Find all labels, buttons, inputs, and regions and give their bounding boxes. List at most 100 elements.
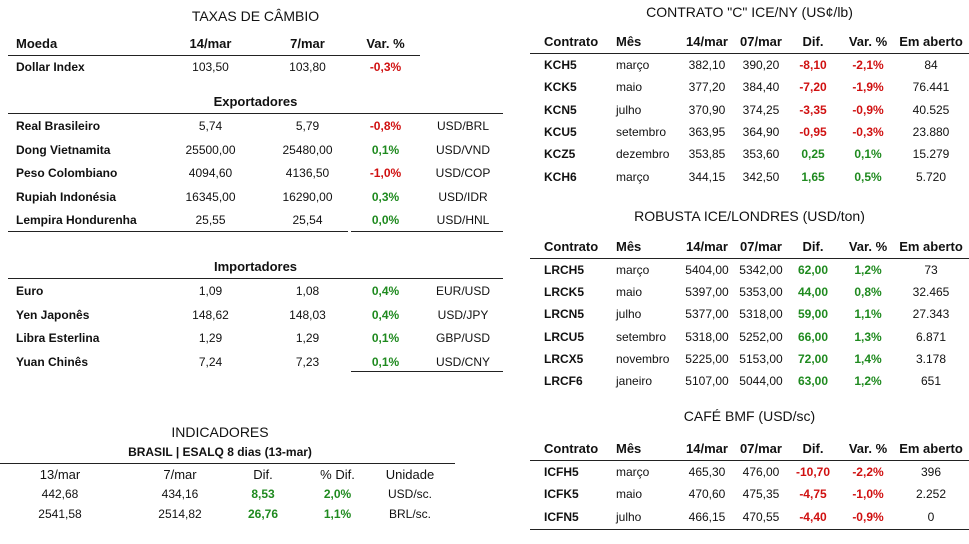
value-14mar: 5225,00 xyxy=(685,351,729,366)
exportadores-rule xyxy=(8,113,503,114)
difference: 44,00 xyxy=(797,285,829,300)
importadore-row: Yuan Chinês 7,24 7,23 0,1% USD/CNY xyxy=(8,351,503,373)
currency-pair: EUR/USD xyxy=(435,284,490,298)
variation: 1,1% xyxy=(854,307,882,322)
cafe-bmf-rule xyxy=(530,460,969,461)
variation: 0,4% xyxy=(371,284,400,298)
col-variation: Var. % xyxy=(848,34,888,49)
variation: 0,4% xyxy=(371,307,400,322)
contrato-c-title: CONTRATO "C" ICE/NY (US¢/lb) xyxy=(646,4,853,20)
difference: 63,00 xyxy=(797,374,829,388)
col-14mar: 14/mar xyxy=(189,36,232,51)
value-14mar: 5107,00 xyxy=(685,374,729,388)
open-interest: 396 xyxy=(920,465,942,479)
difference: 0,25 xyxy=(801,147,825,162)
ind-col-unit: Unidade xyxy=(385,467,435,482)
dollar-index-row: Dollar Index 103,50 103,80 -0,3% xyxy=(8,56,503,78)
value-14mar: 382,10 xyxy=(688,58,726,72)
ind-col-dif: Dif. xyxy=(253,467,273,482)
col-open-interest: Em aberto xyxy=(899,441,963,456)
open-interest: 3.178 xyxy=(915,351,947,366)
value-14mar: 7,24 xyxy=(198,354,223,369)
col-month: Mês xyxy=(616,239,642,254)
exportadores-bottom-rule xyxy=(8,231,348,232)
robusta-rule xyxy=(530,258,969,259)
open-interest: 27.343 xyxy=(912,307,950,322)
currency-name: Lempira Hondurenha xyxy=(16,213,137,227)
value-07mar: 374,25 xyxy=(742,102,780,117)
contract: KCZ5 xyxy=(544,147,576,162)
difference: -4,75 xyxy=(799,487,827,502)
value-7mar: 148,03 xyxy=(289,307,326,322)
col-value-14mar: 14/mar xyxy=(686,239,728,254)
contrato_c-row: KCH6 março 344,15 342,50 1,65 0,5% 5.720 xyxy=(530,166,969,188)
value-14mar: 1,09 xyxy=(198,284,223,298)
month: setembro xyxy=(616,329,667,344)
cafe-bmf-header: Contrato Mês 14/mar 07/mar Dif. Var. % Em aber… xyxy=(530,438,969,460)
cambio-panel: TAXAS DE CÂMBIO Moeda 14/mar 7/mar Var. … xyxy=(8,0,503,380)
variation: 1,2% xyxy=(854,374,882,388)
exportadores-title: Exportadores xyxy=(213,94,298,109)
difference: -7,20 xyxy=(799,80,827,95)
variation: 0,5% xyxy=(854,169,882,184)
value-14mar: 5,74 xyxy=(198,119,223,133)
variation: 0,1% xyxy=(371,354,400,369)
month: julho xyxy=(616,307,642,322)
open-interest: 76.441 xyxy=(912,80,950,95)
currency-pair: USD/VND xyxy=(435,142,490,157)
value-07mar: 384,40 xyxy=(742,80,780,95)
importadore-row: Libra Esterlina 1,29 1,29 0,1% GBP/USD xyxy=(8,327,503,349)
importadores-rule xyxy=(8,278,503,279)
col-variation: Var. % xyxy=(848,239,888,254)
open-interest: 40.525 xyxy=(912,102,950,117)
value-14mar: 377,20 xyxy=(688,80,726,95)
month: março xyxy=(616,263,650,277)
difference: 59,00 xyxy=(797,307,829,322)
variation: 0,8% xyxy=(854,285,882,300)
robusta-panel: ROBUSTA ICE/LONDRES (USD/ton) Contrato Mê… xyxy=(530,205,969,395)
value-14mar: 5377,00 xyxy=(685,307,729,322)
value-07mar: 5318,00 xyxy=(739,307,783,322)
open-interest: 73 xyxy=(924,263,938,277)
value-14mar: 344,15 xyxy=(688,169,726,184)
contract: LRCH5 xyxy=(544,263,585,277)
difference: 66,00 xyxy=(797,329,829,344)
currency-name: Yuan Chinês xyxy=(16,354,89,369)
open-interest: 6.871 xyxy=(915,329,947,344)
col-contract: Contrato xyxy=(544,441,599,456)
value-14mar: 363,95 xyxy=(688,124,726,139)
contrato-c-header: Contrato Mês 14/mar 07/mar Dif. Var. % Em aber… xyxy=(530,31,969,53)
indicadores-header: 13/mar 7/mar Dif. % Dif. Unidade xyxy=(0,464,455,486)
contrato_c-row: KCZ5 dezembro 353,85 353,60 0,25 0,1% 15.279 xyxy=(530,143,969,165)
value-13mar: 2541,58 xyxy=(38,507,82,521)
value-14mar: 465,30 xyxy=(688,465,726,479)
month: maio xyxy=(616,285,643,300)
currency-name: Rupiah Indonésia xyxy=(16,189,117,204)
value-7mar: 1,08 xyxy=(295,284,320,298)
currency-name: Libra Esterlina xyxy=(16,331,100,345)
value-07mar: 475,35 xyxy=(742,487,780,502)
col-month: Mês xyxy=(616,441,642,456)
robusta-row: LRCU5 setembro 5318,00 5252,00 66,00 1,3% 6.87… xyxy=(530,326,969,348)
col-variation: Var. % xyxy=(848,441,888,456)
month: maio xyxy=(616,80,643,95)
cambio-header-rule xyxy=(8,55,420,56)
variation: 0,1% xyxy=(854,147,882,162)
contrato_c-row: KCK5 maio 377,20 384,40 -7,20 -1,9% 76.441 xyxy=(530,76,969,98)
exportadore-row: Lempira Hondurenha 25,55 25,54 0,0% USD/HNL xyxy=(8,209,503,231)
value-14mar: 25,55 xyxy=(195,213,226,227)
value-14mar: 5397,00 xyxy=(685,285,729,300)
value-7mar: 1,29 xyxy=(295,331,320,345)
percent-difference: 1,1% xyxy=(323,507,352,521)
col-value-14mar: 14/mar xyxy=(686,441,728,456)
contrato-c-rule xyxy=(530,53,969,54)
indicadores-title: INDICADORES xyxy=(171,424,269,440)
exportadore-row: Rupiah Indonésia 16345,00 16290,00 0,3% USD/… xyxy=(8,186,503,208)
difference: 26,76 xyxy=(247,507,279,521)
variation: 0,0% xyxy=(371,213,400,227)
open-interest: 2.252 xyxy=(915,487,947,502)
value-14mar: 5318,00 xyxy=(685,329,729,344)
importadore-row: Yen Japonês 148,62 148,03 0,4% USD/JPY xyxy=(8,304,503,326)
value-7mar: 4136,50 xyxy=(285,166,330,180)
col-contract: Contrato xyxy=(544,239,599,254)
